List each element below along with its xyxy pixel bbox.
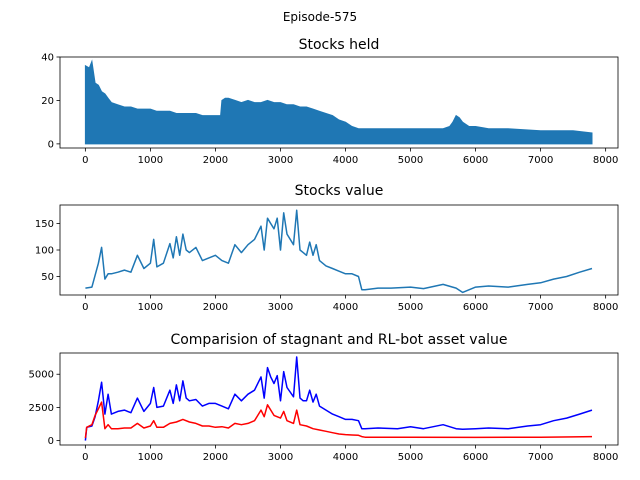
- axes-frame: [59, 56, 619, 149]
- x-tick-label: 1000: [138, 155, 163, 166]
- x-tick-label: 2000: [203, 155, 228, 166]
- y-tick-label: 40: [41, 53, 54, 64]
- line-series-0: [85, 209, 593, 294]
- x-tick-label: 8000: [593, 302, 618, 313]
- x-tick-label: 5000: [398, 155, 423, 166]
- axes-frame: [59, 352, 619, 446]
- y-tick-label: 2500: [29, 403, 54, 414]
- x-tick-label: 1000: [138, 452, 163, 463]
- x-tick-label: 4000: [333, 302, 358, 313]
- x-tick-label: 2000: [203, 452, 228, 463]
- x-tick-label: 3000: [268, 452, 293, 463]
- y-tick-label: 5000: [29, 370, 54, 381]
- x-tick-label: 1000: [138, 302, 163, 313]
- x-tick-label: 4000: [333, 452, 358, 463]
- y-tick-label: 50: [41, 272, 54, 283]
- y-tick-label: 100: [35, 246, 54, 257]
- x-tick-label: 7000: [528, 452, 553, 463]
- x-tick-label: 2000: [203, 302, 228, 313]
- subplot-stocks-value: Stocks value 0 1000 2000 3000 4000 5000 6000 70…: [35, 183, 619, 313]
- line-series-1: [84, 401, 593, 439]
- x-tick-label: 8000: [593, 452, 618, 463]
- x-tick-label: 3000: [268, 155, 293, 166]
- x-tick-label: 4000: [333, 155, 358, 166]
- subplot-title: Stocks held: [299, 37, 380, 53]
- x-tick-label: 8000: [593, 155, 618, 166]
- y-tick-label: 20: [41, 96, 54, 107]
- subplot-title: Comparision of stagnant and RL-bot asset…: [170, 332, 507, 348]
- x-tick-label: 5000: [398, 452, 423, 463]
- subplot-title: Stocks value: [295, 183, 384, 199]
- plot-area: 0 1000 2000 3000 4000 5000 6000 7000 8000 50 100 15…: [35, 204, 619, 313]
- line-series-0: [84, 356, 593, 441]
- x-tick-label: 0: [82, 452, 88, 463]
- subplot-stocks-held: Stocks held 0 1000 2000 3000 4000 5000 6000 700…: [41, 37, 619, 166]
- x-tick-label: 7000: [528, 302, 553, 313]
- x-tick-label: 6000: [463, 452, 488, 463]
- figure-suptitle: Episode-575: [283, 10, 357, 24]
- y-tick-label: 0: [48, 139, 54, 150]
- x-tick-label: 6000: [463, 155, 488, 166]
- x-tick-label: 0: [82, 155, 88, 166]
- x-tick-label: 3000: [268, 302, 293, 313]
- plot-area: 0 1000 2000 3000 4000 5000 6000 7000 8000 0 2500 50…: [29, 352, 619, 463]
- bar-series-0: [84, 59, 593, 145]
- x-tick-label: 6000: [463, 302, 488, 313]
- subplot-asset-comparison: Comparision of stagnant and RL-bot asset…: [29, 332, 619, 463]
- x-tick-label: 5000: [398, 302, 423, 313]
- plot-area: 0 1000 2000 3000 4000 5000 6000 7000 8000 0 20 40: [41, 53, 619, 166]
- x-tick-label: 7000: [528, 155, 553, 166]
- x-tick-label: 0: [82, 302, 88, 313]
- y-tick-label: 0: [48, 436, 54, 447]
- y-tick-label: 150: [35, 219, 54, 230]
